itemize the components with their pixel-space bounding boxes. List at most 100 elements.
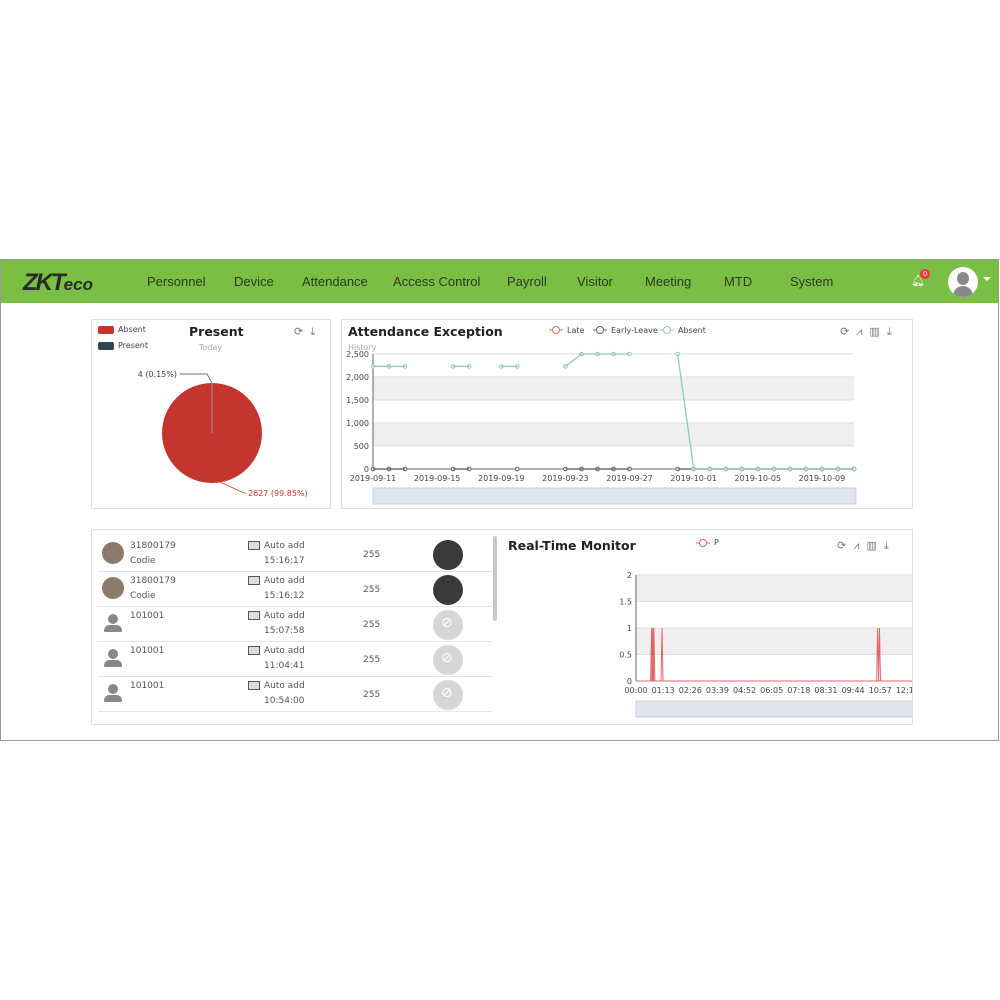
- y-tick-label: 1: [627, 624, 632, 633]
- x-tick-label: 01:13: [652, 686, 675, 695]
- user-avatar[interactable]: [948, 267, 978, 297]
- label-line: [219, 481, 246, 494]
- record-mode: Auto add: [264, 646, 305, 656]
- no-photo-icon[interactable]: [433, 610, 463, 640]
- panel-subtitle: History: [348, 343, 377, 352]
- nav-meeting[interactable]: Meeting: [645, 274, 692, 289]
- x-tick-label: 2019-09-27: [606, 474, 653, 483]
- x-tick-label: 2019-10-01: [670, 474, 717, 483]
- record-row[interactable]: 31800179 Codie Auto add 15:16:17 255: [98, 537, 492, 572]
- legend-present[interactable]: Present: [98, 341, 148, 350]
- x-tick-label: 12:10: [896, 686, 912, 695]
- y-tick-label: 0: [627, 677, 632, 686]
- record-value: 255: [363, 550, 381, 560]
- download-icon[interactable]: ⤓: [310, 325, 316, 338]
- avatar: [102, 612, 124, 634]
- legend-marker: [699, 539, 707, 547]
- record-time: 10:54:00: [264, 696, 305, 706]
- record-value: 255: [363, 585, 381, 595]
- y-tick-label: 2: [627, 571, 632, 580]
- data-point: [515, 466, 520, 472]
- grid-band: [636, 628, 912, 655]
- spike-mark: [877, 627, 881, 682]
- y-tick-label: 1.5: [619, 598, 632, 607]
- refresh-icon[interactable]: ⟳: [294, 325, 304, 338]
- series-line-absent: [565, 353, 630, 367]
- y-tick-label: 1,500: [346, 396, 369, 405]
- notification-badge: 0: [920, 269, 930, 279]
- attendance-exception-panel: Attendance Exception History ⟳ ⩘ ▥ ⤓ 0 500 1,…: [341, 319, 913, 509]
- x-tick-label: 00:00: [624, 686, 647, 695]
- record-id: 101001: [130, 681, 165, 691]
- legend-label: Absent: [118, 325, 146, 334]
- record-row[interactable]: 101001 Auto add 15:07:58 255: [98, 607, 492, 642]
- x-tick-label: 2019-10-05: [735, 474, 782, 483]
- pie-label-present: 4 (0.15%): [138, 370, 177, 379]
- legend-p: P: [714, 538, 719, 547]
- record-id: 31800179: [130, 541, 176, 551]
- device-icon: [248, 576, 260, 585]
- record-row[interactable]: 101001 Auto add 11:04:41 255: [98, 642, 492, 677]
- x-tick-label: 2019-10-09: [799, 474, 846, 483]
- legend-label: Present: [118, 341, 149, 350]
- spike-mark: [652, 627, 656, 682]
- x-tick-label: 2019-09-11: [350, 474, 397, 483]
- spike-mark: [876, 627, 880, 682]
- grid-band: [373, 423, 854, 446]
- y-tick-label: 2,000: [346, 373, 369, 382]
- capture-photo[interactable]: [433, 540, 463, 570]
- panel-title: Present: [189, 324, 244, 339]
- x-tick-label: 2019-09-19: [478, 474, 525, 483]
- scrollbar[interactable]: [493, 536, 497, 621]
- nav-device[interactable]: Device: [234, 274, 274, 289]
- app-window: ZKTeco Personnel Device Attendance Access C…: [0, 259, 999, 741]
- x-tick-label: 2019-09-15: [414, 474, 461, 483]
- nav-system[interactable]: System: [790, 274, 834, 289]
- refresh-icon[interactable]: ⟳: [840, 325, 850, 338]
- pie-label-absent: 2627 (99.85%): [248, 489, 308, 498]
- chevron-down-icon[interactable]: [983, 277, 991, 285]
- grid-band: [636, 575, 912, 602]
- x-tick-label: 06:05: [760, 686, 783, 695]
- x-tick-label: 09:44: [842, 686, 865, 695]
- panel-subtitle: Today: [199, 343, 223, 352]
- legend-absent: Absent: [678, 326, 706, 335]
- record-row[interactable]: 31800179 Codie Auto add 15:16:12 255: [98, 572, 492, 607]
- legend-marker: [596, 326, 604, 334]
- nav-access-control[interactable]: Access Control: [393, 274, 481, 289]
- zoom-slider: [372, 487, 857, 505]
- download-icon[interactable]: ⤓: [886, 325, 892, 338]
- y-tick-label: 1,000: [346, 419, 369, 428]
- capture-photo[interactable]: [433, 575, 463, 605]
- record-mode: Auto add: [264, 576, 305, 586]
- record-time: 15:07:58: [264, 626, 305, 636]
- y-tick-label: 0: [364, 465, 369, 474]
- nav-mtd[interactable]: MTD: [724, 274, 753, 289]
- download-icon[interactable]: ⤓: [883, 539, 889, 552]
- nav-visitor[interactable]: Visitor: [577, 274, 613, 289]
- x-tick-label: 2019-09-23: [542, 474, 589, 483]
- device-icon: [248, 681, 260, 690]
- line-chart-icon[interactable]: ⩘: [853, 539, 860, 552]
- spike-mark: [660, 627, 664, 682]
- zkteco-logo[interactable]: ZKTeco: [23, 269, 93, 296]
- line-chart-icon[interactable]: ⩘: [856, 325, 863, 338]
- refresh-icon[interactable]: ⟳: [837, 539, 847, 552]
- bar-chart-icon[interactable]: ▥: [869, 325, 880, 338]
- device-icon: [248, 646, 260, 655]
- nav-attendance[interactable]: Attendance: [302, 274, 368, 289]
- record-row[interactable]: 101001 Auto add 10:54:00 255: [98, 677, 492, 712]
- nav-personnel[interactable]: Personnel: [147, 274, 206, 289]
- avatar: [102, 542, 124, 564]
- bar-chart-icon[interactable]: ▥: [866, 539, 877, 552]
- nav-payroll[interactable]: Payroll: [507, 274, 547, 289]
- no-photo-icon[interactable]: [433, 645, 463, 675]
- legend-marker: [663, 326, 671, 334]
- y-tick-label: 0.5: [619, 651, 632, 660]
- x-tick-label: 08:31: [814, 686, 837, 695]
- device-icon: [248, 611, 260, 620]
- legend-absent[interactable]: Absent: [98, 325, 146, 334]
- record-time: 11:04:41: [264, 661, 305, 671]
- panel-title: Attendance Exception: [348, 324, 503, 339]
- no-photo-icon[interactable]: [433, 680, 463, 710]
